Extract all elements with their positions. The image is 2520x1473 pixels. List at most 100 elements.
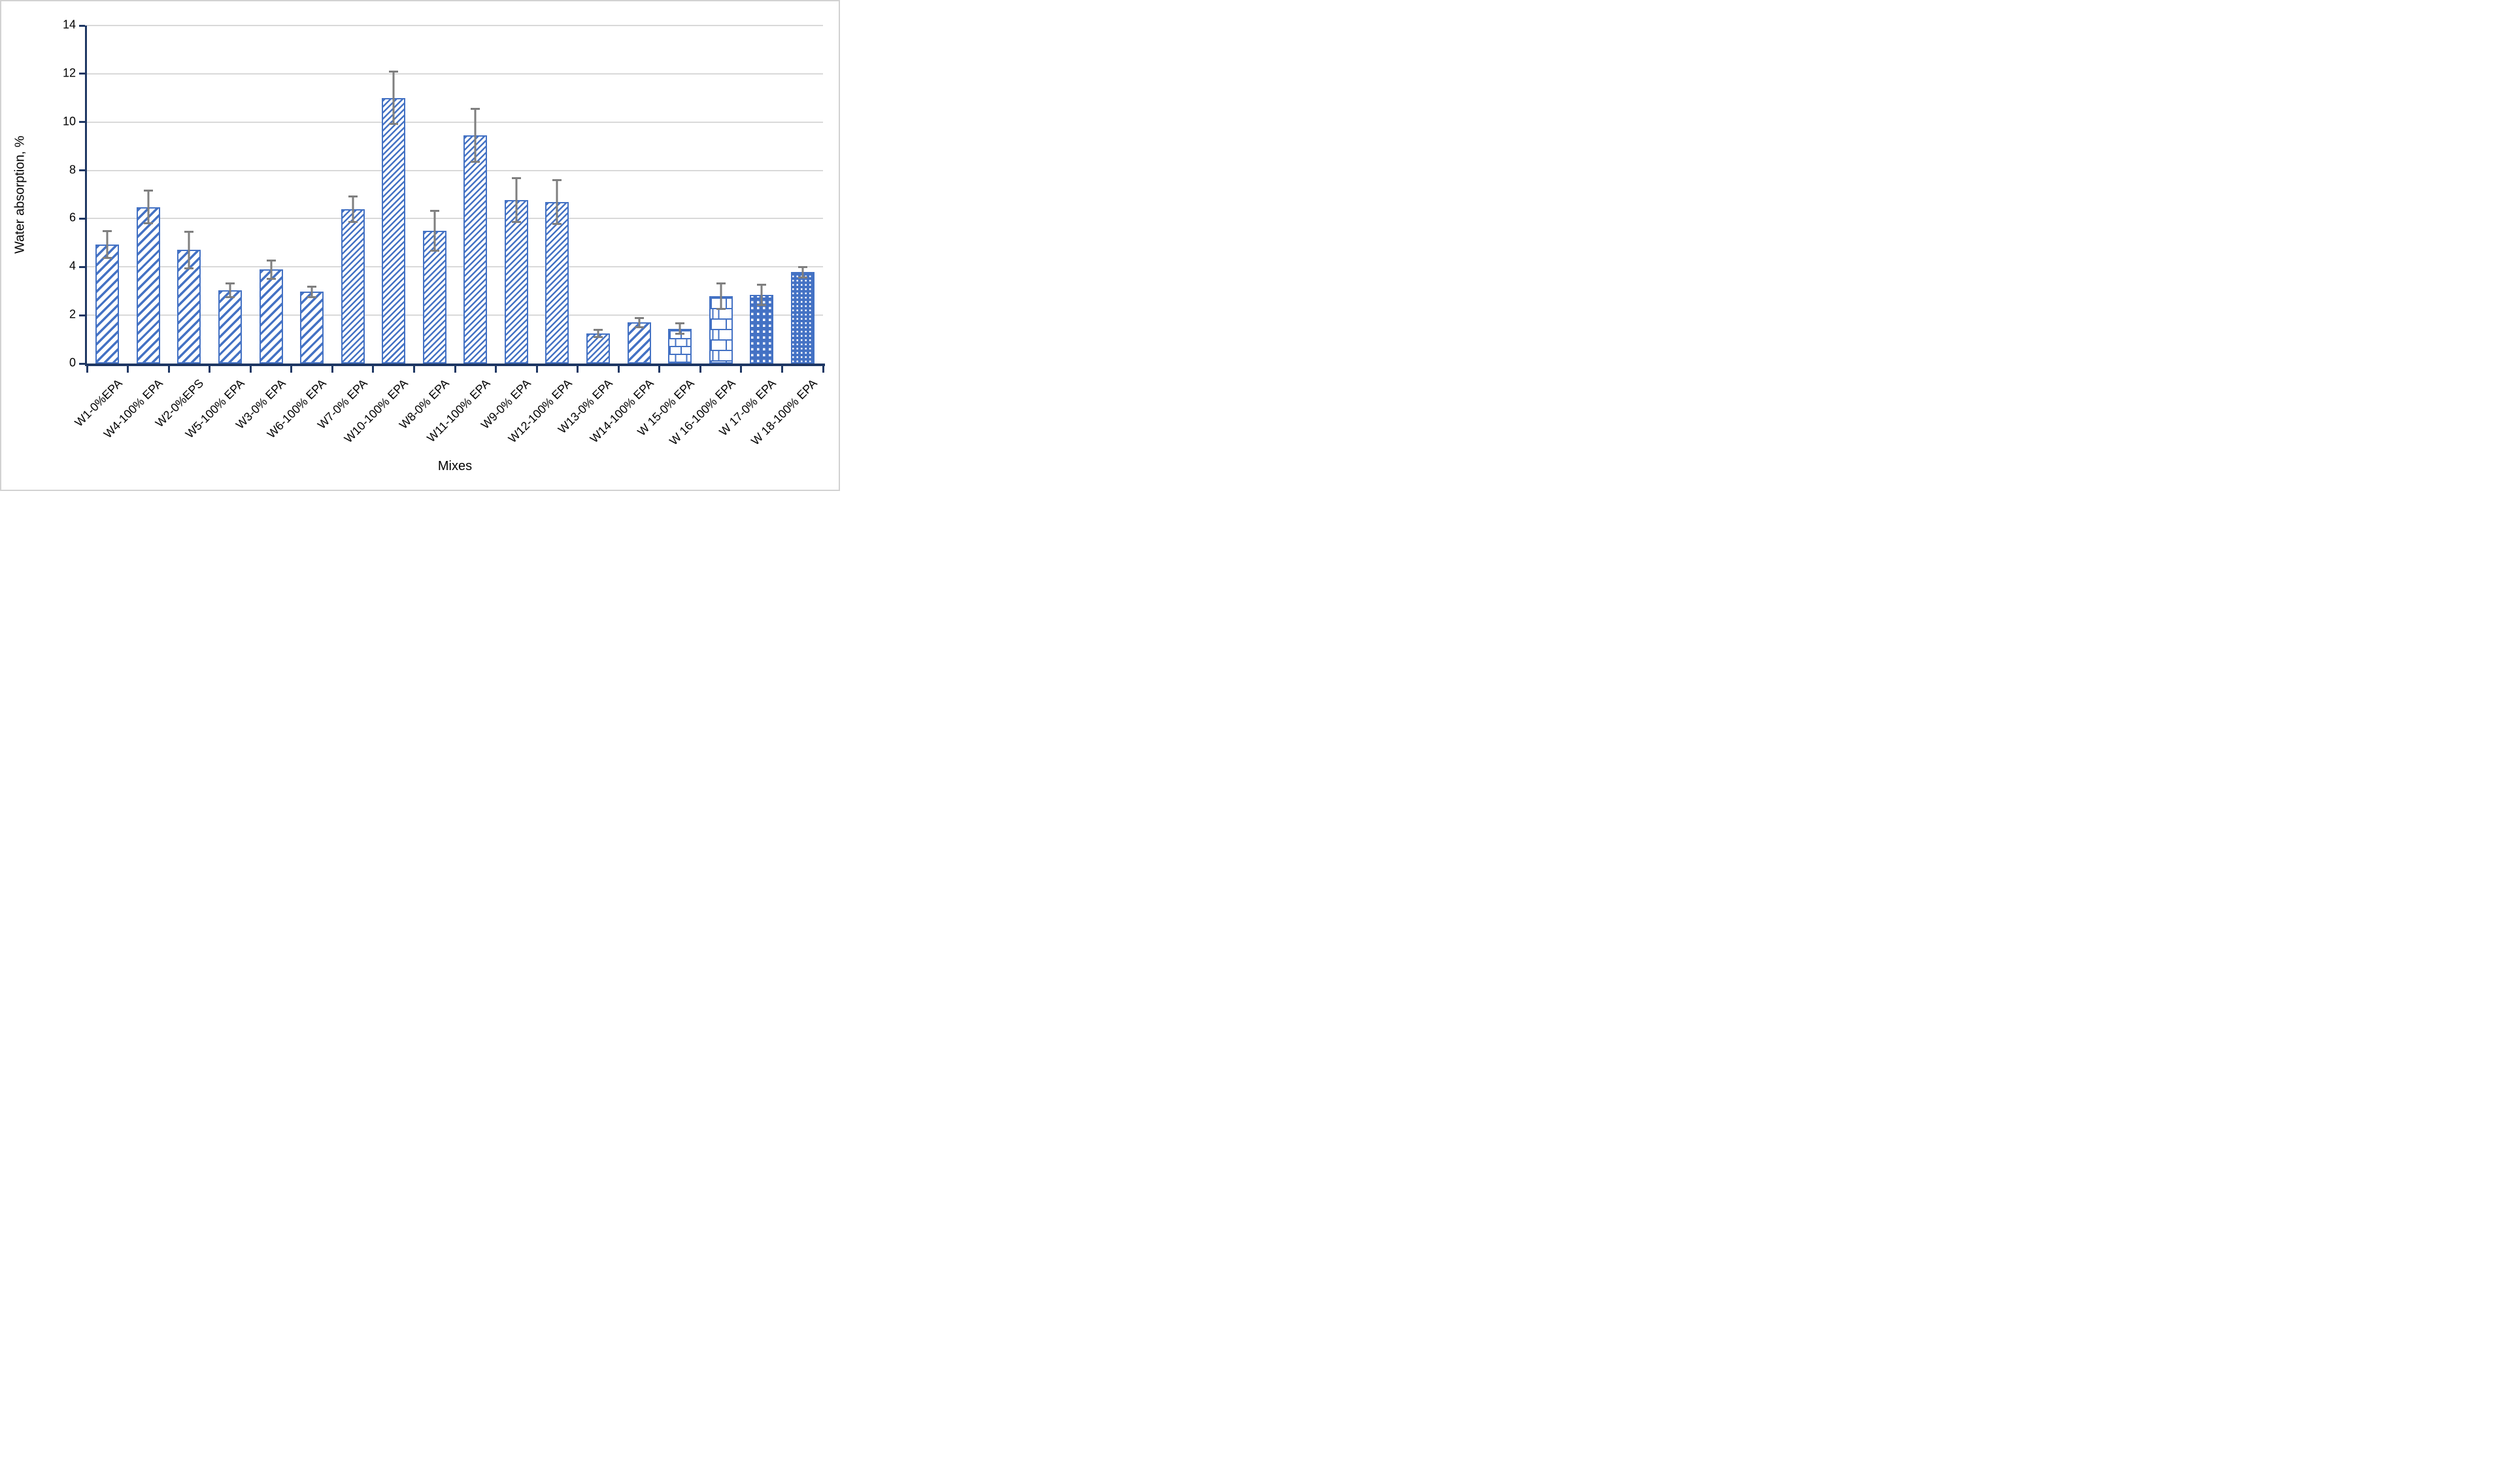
y-axis-tick bbox=[79, 217, 85, 220]
bar-W7-0% EPA bbox=[341, 209, 365, 364]
error-bar-line bbox=[352, 195, 354, 223]
error-bar-line bbox=[515, 177, 518, 224]
x-axis-tick bbox=[412, 364, 415, 373]
error-bar-cap-top bbox=[103, 229, 112, 232]
y-axis-line bbox=[85, 25, 87, 366]
error-bar-cap-bottom bbox=[552, 223, 562, 226]
error-bar-cap-bottom bbox=[798, 276, 807, 279]
error-bar-cap-bottom bbox=[429, 250, 439, 252]
error-bar-W 17-0% EPA bbox=[755, 283, 768, 306]
error-bar-cap-top bbox=[634, 316, 644, 319]
error-bar-line bbox=[720, 282, 722, 310]
y-tick-label: 2 bbox=[69, 307, 76, 321]
y-axis-tick bbox=[79, 73, 85, 75]
error-bar-cap-bottom bbox=[471, 161, 480, 163]
error-bar-cap-bottom bbox=[103, 257, 112, 260]
error-bar-W 16-100% EPA bbox=[714, 282, 728, 310]
bar-W14-100% EPA bbox=[627, 322, 651, 364]
x-axis-tick bbox=[658, 364, 661, 373]
error-bar-line bbox=[106, 229, 109, 260]
error-bar-W11-100% EPA bbox=[469, 107, 482, 163]
brick-row bbox=[669, 345, 691, 354]
y-tick-label: 8 bbox=[69, 163, 76, 177]
brick-row bbox=[669, 353, 691, 362]
error-bar-W12-100% EPA bbox=[550, 178, 563, 226]
error-bar-cap-top bbox=[511, 177, 521, 179]
error-bar-W 18-100% EPA bbox=[796, 266, 809, 279]
bar-W4-100% EPA bbox=[136, 207, 160, 364]
brick-row bbox=[710, 328, 731, 339]
x-axis-tick bbox=[167, 364, 170, 373]
error-bar-cap-top bbox=[757, 283, 767, 286]
bar-W3-0% EPA bbox=[259, 269, 283, 364]
error-bar-line bbox=[638, 316, 640, 328]
error-bar-cap-bottom bbox=[757, 303, 767, 306]
error-bar-W4-100% EPA bbox=[142, 190, 155, 225]
error-bar-line bbox=[270, 259, 272, 280]
bar-W5-100% EPA bbox=[218, 290, 242, 364]
y-tick-label: 4 bbox=[69, 259, 76, 273]
gridline bbox=[87, 218, 823, 220]
error-bar-cap-top bbox=[266, 259, 276, 262]
error-bar-line bbox=[760, 283, 763, 306]
error-bar-line bbox=[311, 286, 313, 298]
x-axis-tick bbox=[127, 364, 129, 373]
error-bar-cap-top bbox=[675, 322, 685, 325]
y-axis-tick bbox=[79, 362, 85, 365]
gridline bbox=[87, 266, 823, 268]
y-tick-label: 12 bbox=[62, 66, 76, 80]
error-bar-cap-bottom bbox=[716, 307, 726, 310]
x-axis-tick bbox=[454, 364, 456, 373]
error-bar-cap-bottom bbox=[675, 332, 685, 335]
bar-W 18-100% EPA bbox=[790, 272, 815, 364]
gridline bbox=[87, 73, 823, 75]
x-axis-tick bbox=[372, 364, 375, 373]
bar-W12-100% EPA bbox=[545, 201, 569, 364]
x-axis-tick bbox=[86, 364, 88, 373]
bar-W 16-100% EPA bbox=[709, 296, 733, 364]
bar-W6-100% EPA bbox=[300, 292, 324, 364]
error-bar-W7-0% EPA bbox=[346, 195, 360, 223]
error-bar-cap-bottom bbox=[184, 267, 194, 269]
brick-row bbox=[710, 349, 731, 360]
error-bar-cap-bottom bbox=[266, 277, 276, 280]
gridline bbox=[87, 314, 823, 316]
y-tick-label: 14 bbox=[62, 18, 76, 31]
x-axis-tick bbox=[290, 364, 293, 373]
y-tick-label: 10 bbox=[62, 114, 76, 128]
plot-area: 0 2 4 6 8 10 12 14 W1-0%EPA W4-100% EPA W2-0%EPS W5… bbox=[1, 1, 839, 490]
error-bar-W6-100% EPA bbox=[305, 286, 318, 298]
error-bar-cap-top bbox=[307, 286, 317, 288]
error-bar-W1-0%EPA bbox=[101, 229, 114, 260]
y-tick-label: 0 bbox=[69, 356, 76, 369]
error-bar-cap-bottom bbox=[225, 296, 235, 298]
error-bar-W8-0% EPA bbox=[428, 209, 441, 252]
error-bar-cap-top bbox=[184, 230, 194, 233]
y-axis-title: Water absorption, % bbox=[12, 135, 27, 254]
bar-W9-0% EPA bbox=[504, 200, 528, 364]
error-bar-line bbox=[679, 322, 681, 335]
error-bar-line bbox=[433, 209, 436, 252]
error-bar-cap-top bbox=[716, 282, 726, 284]
error-bar-W14-100% EPA bbox=[633, 316, 646, 328]
error-bar-W13-0% EPA bbox=[592, 328, 605, 339]
error-bar-W2-0%EPS bbox=[182, 230, 195, 269]
error-bar-cap-top bbox=[593, 328, 603, 331]
error-bar-cap-bottom bbox=[348, 220, 358, 223]
error-bar-W10-100% EPA bbox=[387, 71, 400, 126]
chart-figure: 0 2 4 6 8 10 12 14 W1-0%EPA W4-100% EPA W2-0%EPS W5… bbox=[0, 0, 840, 491]
y-axis-tick bbox=[79, 121, 85, 124]
bar-W 17-0% EPA bbox=[750, 294, 774, 364]
x-axis-tick bbox=[331, 364, 333, 373]
error-bar-line bbox=[229, 282, 231, 298]
x-axis-tick bbox=[577, 364, 579, 373]
error-bar-cap-top bbox=[798, 266, 807, 269]
x-axis-tick bbox=[699, 364, 701, 373]
error-bar-line bbox=[801, 266, 804, 279]
y-axis-tick bbox=[79, 265, 85, 268]
bar-W1-0%EPA bbox=[95, 244, 120, 364]
error-bar-W5-100% EPA bbox=[224, 282, 237, 298]
x-axis-title: Mixes bbox=[437, 459, 473, 473]
gridline bbox=[87, 121, 823, 123]
x-axis-tick bbox=[209, 364, 211, 373]
